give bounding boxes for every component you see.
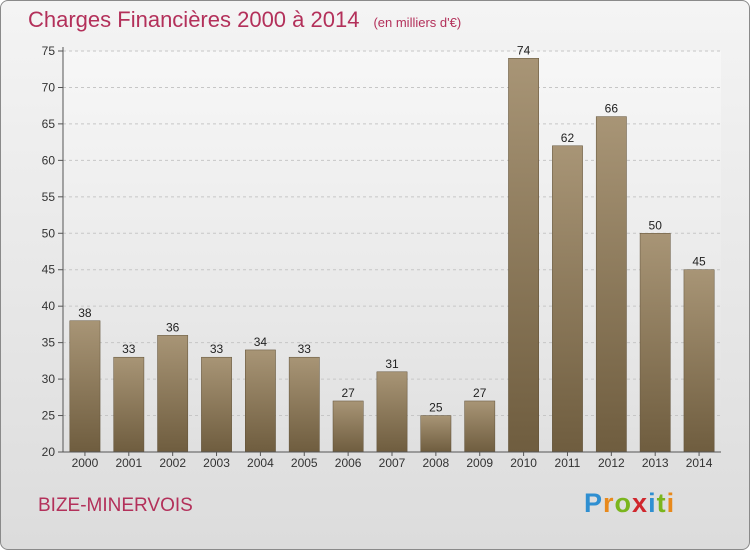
chart-title-text: Charges Financières 2000 à 2014 (28, 7, 360, 32)
y-tick-label: 50 (42, 226, 56, 240)
bar-2011[interactable] (552, 145, 583, 453)
y-tick-label: 25 (42, 409, 56, 423)
bar-2004[interactable] (245, 349, 276, 453)
commune-name: BIZE-MINERVOIS (38, 495, 193, 516)
chart-unit: (en milliers d'€) (373, 15, 462, 30)
value-label: 27 (341, 386, 355, 400)
labels: 20 25 30 35 40 45 50 55 60 65 70 75 38 2000 33 2001 36 20… (42, 43, 713, 470)
logo-letter: P (584, 488, 604, 518)
value-label: 27 (473, 386, 487, 400)
x-tick-label: 2008 (423, 456, 450, 470)
logo-letter: x (632, 488, 649, 518)
bar-2008[interactable] (420, 415, 452, 453)
chart-title: Charges Financières 2000 à 2014 (en milli… (28, 7, 461, 33)
x-tick-label: 2005 (291, 456, 318, 470)
y-tick-label: 35 (42, 336, 56, 350)
value-label: 45 (692, 255, 706, 269)
bar-2009[interactable] (464, 400, 496, 453)
x-tick-label: 2007 (379, 456, 406, 470)
bar-2010[interactable] (508, 58, 539, 453)
bar-2001[interactable] (113, 356, 145, 453)
value-label: 33 (122, 342, 136, 356)
value-label: 66 (605, 102, 619, 116)
x-tick-label: 2006 (335, 456, 362, 470)
axes (58, 47, 721, 456)
value-label: 25 (429, 401, 443, 415)
logo-letter: o (614, 488, 633, 518)
x-tick-label: 2003 (203, 456, 230, 470)
bar-2007[interactable] (376, 371, 408, 453)
value-label: 38 (78, 306, 92, 320)
value-label: 31 (385, 357, 399, 371)
x-tick-label: 2000 (72, 456, 99, 470)
x-tick-label: 2011 (555, 456, 581, 470)
value-label: 34 (254, 335, 268, 349)
x-tick-label: 2010 (510, 456, 537, 470)
bar-2013[interactable] (639, 233, 671, 453)
y-tick-label: 45 (42, 263, 56, 277)
bar-2006[interactable] (332, 400, 364, 453)
proxiti-logo[interactable]: Proxiti (584, 488, 675, 519)
logo-letter: i (648, 488, 657, 518)
bar-2003[interactable] (201, 356, 232, 453)
x-tick-label: 2013 (642, 456, 669, 470)
value-label: 36 (166, 320, 180, 334)
value-label: 50 (649, 218, 663, 232)
y-tick-label: 75 (42, 44, 56, 58)
bar-2002[interactable] (157, 335, 189, 453)
x-tick-label: 2001 (115, 456, 142, 470)
logo-letter: r (603, 488, 615, 518)
value-label: 33 (298, 342, 312, 356)
x-tick-label: 2012 (598, 456, 625, 470)
y-tick-label: 65 (42, 117, 56, 131)
bars (69, 58, 715, 453)
bar-chart: 20 25 30 35 40 45 50 55 60 65 70 75 38 2000 33 2001 36 20… (42, 43, 721, 470)
bar-2014[interactable] (683, 269, 715, 453)
y-tick-label: 60 (42, 153, 56, 167)
bar-2012[interactable] (595, 116, 627, 453)
x-tick-label: 2004 (247, 456, 274, 470)
x-tick-label: 2014 (686, 456, 713, 470)
y-tick-label: 55 (42, 190, 56, 204)
logo-letter: t (656, 488, 667, 518)
y-tick-label: 40 (42, 299, 56, 313)
bar-2000[interactable] (69, 320, 101, 453)
bar-2005[interactable] (288, 356, 320, 453)
x-tick-label: 2009 (466, 456, 493, 470)
y-tick-label: 30 (42, 372, 56, 386)
value-label: 62 (561, 131, 575, 145)
y-tick-label: 20 (42, 445, 56, 459)
logo-letter: i (666, 488, 676, 518)
value-label: 74 (517, 43, 531, 57)
x-tick-label: 2002 (159, 456, 186, 470)
value-label: 33 (210, 342, 224, 356)
y-tick-label: 70 (42, 80, 56, 94)
